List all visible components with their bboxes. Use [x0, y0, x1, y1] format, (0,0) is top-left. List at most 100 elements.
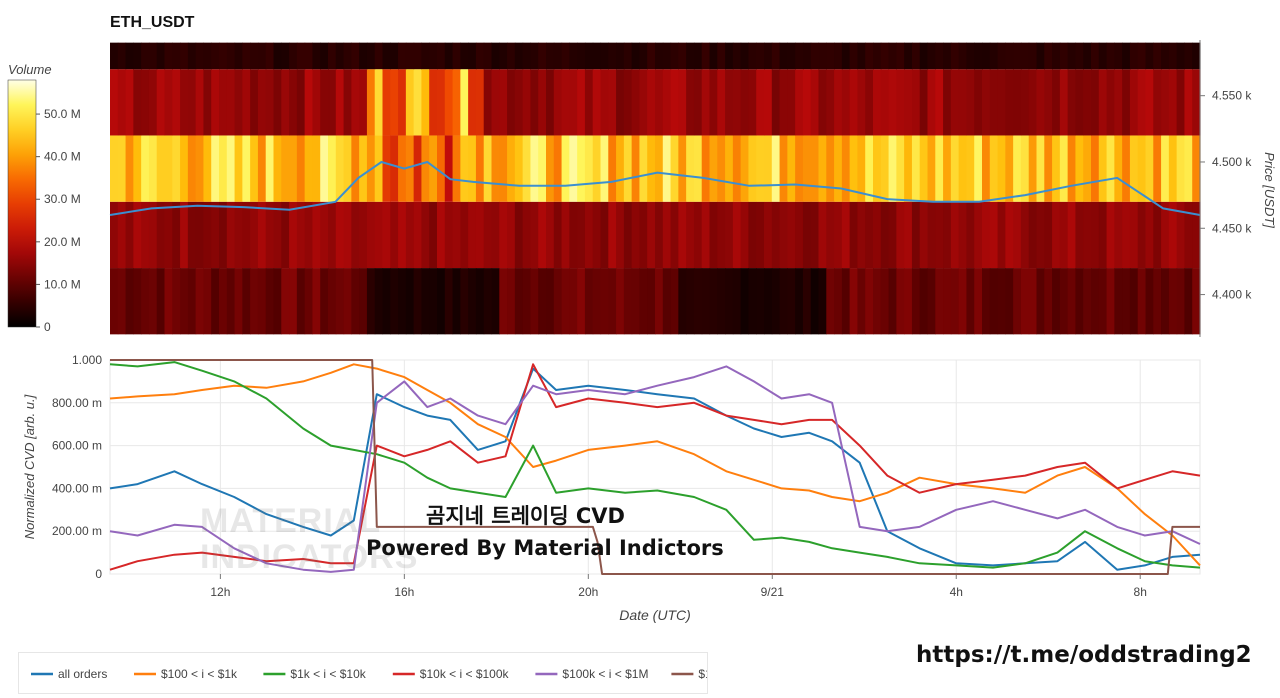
heatmap-cell	[405, 201, 415, 269]
heatmap-cell	[343, 268, 352, 335]
heatmap-cell	[117, 69, 127, 136]
heatmap-cell	[398, 42, 407, 70]
heatmap-cell	[421, 135, 430, 202]
heatmap-cell	[841, 135, 851, 202]
heatmap-cell	[802, 201, 812, 269]
heatmap-cell	[662, 201, 672, 269]
heatmap-cell	[296, 201, 306, 269]
heatmap-cell	[429, 135, 438, 202]
heatmap-cell	[530, 69, 539, 136]
heatmap-cell	[888, 135, 897, 202]
heatmap-cell	[437, 69, 446, 136]
heatmap-cell	[787, 42, 796, 70]
heatmap-cell	[374, 42, 384, 70]
cvd-x-tick-label: 20h	[578, 585, 598, 599]
heatmap-cell	[1137, 69, 1147, 136]
heatmap-cell	[748, 42, 757, 70]
heatmap-cell	[444, 42, 454, 70]
legend-label: $10k < i < $100k	[420, 667, 510, 681]
heatmap-cell	[857, 201, 866, 269]
heatmap-cell	[686, 268, 695, 335]
heatmap-cell	[584, 135, 594, 202]
heatmap-cell	[764, 268, 773, 335]
heatmap-cell	[764, 42, 773, 70]
heatmap-cell	[1106, 42, 1115, 70]
heatmap-cell	[1161, 135, 1170, 202]
heatmap-cell	[304, 268, 314, 335]
heatmap-cell	[538, 201, 547, 269]
heatmap-cell	[997, 201, 1006, 269]
heatmap-cell	[148, 42, 158, 70]
heatmap-cell	[997, 135, 1006, 202]
heatmap-cell	[1075, 268, 1084, 335]
heatmap-cell	[195, 201, 205, 269]
heatmap-cell	[896, 42, 905, 70]
heatmap-cell	[950, 268, 960, 335]
heatmap-cell	[273, 268, 282, 335]
heatmap-cell	[110, 69, 119, 136]
heatmap-cell	[795, 135, 804, 202]
heatmap-cell	[359, 135, 368, 202]
cvd-series-line	[109, 365, 1201, 573]
heatmap-cell	[1083, 201, 1092, 269]
heatmap-cell	[226, 268, 236, 335]
heatmap-cell	[110, 268, 119, 335]
heatmap-cell	[919, 201, 929, 269]
heatmap-cell	[974, 135, 983, 202]
heatmap-cell	[257, 42, 267, 70]
heatmap-cell	[655, 135, 664, 202]
heatmap-cell	[849, 135, 859, 202]
heatmap-cell	[514, 135, 524, 202]
heatmap-cell	[1098, 69, 1108, 136]
heatmap-cell	[1075, 42, 1084, 70]
heatmap-cell	[250, 69, 259, 136]
heatmap-cell	[584, 268, 594, 335]
heatmap-cell	[834, 201, 843, 269]
heatmap-cell	[771, 268, 781, 335]
heatmap-cell	[1153, 268, 1162, 335]
cvd-plot-area	[109, 359, 1201, 575]
heatmap-cell	[491, 42, 500, 70]
heatmap-cell	[483, 268, 493, 335]
heatmap-cell	[211, 268, 220, 335]
heatmap-cell	[390, 201, 399, 269]
heatmap-cell	[187, 42, 197, 70]
heatmap-cell	[701, 201, 711, 269]
heatmap-cell	[296, 135, 306, 202]
cvd-y-tick-label: 600.00 m	[52, 439, 102, 453]
heatmap-cell	[328, 42, 337, 70]
heatmap-cell	[725, 201, 734, 269]
heatmap-cell	[125, 69, 134, 136]
heatmap-cell	[320, 201, 329, 269]
price-line	[109, 160, 1201, 216]
footer-link[interactable]: https://t.me/oddstrading2	[916, 642, 1252, 668]
heatmap-cell	[771, 135, 781, 202]
heatmap-cell	[483, 42, 493, 70]
heatmap-cell	[1129, 135, 1139, 202]
heatmap-cell	[265, 201, 275, 269]
heatmap-cell	[655, 201, 664, 269]
heatmap-cell	[366, 268, 376, 335]
heatmap-cell	[281, 42, 290, 70]
heatmap-cell	[935, 42, 944, 70]
heatmap-cell	[616, 42, 625, 70]
heatmap-cell	[1122, 42, 1131, 70]
heatmap-cell	[732, 42, 742, 70]
heatmap-cell	[491, 135, 500, 202]
heatmap-cell	[522, 268, 532, 335]
heatmap-cell	[701, 268, 711, 335]
heatmap-cell	[974, 268, 983, 335]
heatmap-cell	[1161, 201, 1170, 269]
heatmap-cell	[180, 69, 189, 136]
heatmap-cell	[421, 42, 430, 70]
heatmap-cell	[810, 135, 820, 202]
heatmap-cell	[242, 201, 251, 269]
heatmap-cell	[413, 42, 423, 70]
heatmap-cell	[343, 135, 352, 202]
heatmap-cell	[670, 201, 679, 269]
heatmap-cell	[982, 135, 991, 202]
heatmap-cell	[919, 69, 929, 136]
heatmap-cell	[997, 42, 1006, 70]
heatmap-cell	[242, 42, 251, 70]
